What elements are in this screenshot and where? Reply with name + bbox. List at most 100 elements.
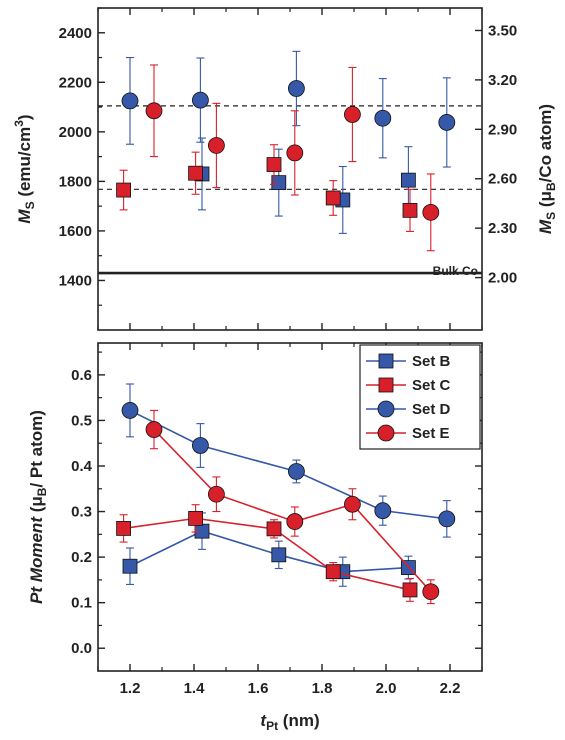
circle-marker (377, 400, 395, 418)
x-tick-label: 1.2 (120, 680, 141, 697)
square-marker (271, 547, 287, 563)
circle-marker (438, 510, 456, 528)
bottom-y-tick-label: 0.4 (71, 458, 93, 475)
x-tick-label: 1.8 (312, 680, 333, 697)
legend-entry: Set C (366, 377, 451, 394)
series-line (129, 530, 409, 573)
top-series-2 (121, 50, 456, 168)
square-marker (400, 172, 416, 188)
bottom-y-tick-label: 0.2 (71, 549, 92, 566)
circle-marker (191, 91, 209, 109)
bottom-y-tick-label: 0.0 (71, 640, 92, 657)
legend-label: Set D (412, 401, 451, 418)
x-tick-label: 2.2 (440, 680, 461, 697)
circle-marker (286, 513, 304, 530)
square-marker (188, 165, 204, 181)
bottom-panel: 0.00.10.20.30.40.50.61.2 1.4 1.6 1.8 2.0 2.2 … (27, 342, 483, 733)
top-y-axis-title: MS (emu/cm3) (12, 114, 37, 223)
x-title-main: t (260, 711, 267, 730)
legend-label: Set E (412, 425, 450, 442)
square-marker (325, 190, 341, 206)
bulk-co-label: Bulk Co (433, 264, 478, 278)
top-y-title-close: ) (15, 114, 34, 120)
bottom-ticks: 0.0 0.1 0.2 0.3 0.4 0.5 0.6 1.2 1.4 1.6 1.8 2.0 2.2 (71, 343, 483, 697)
top-panel: 1400 1600 1800 2000 2200 2400 2.00 2.30 2.60 2.90… (12, 7, 558, 331)
bottom-y-tick-label: 0.5 (71, 412, 92, 429)
right-title-rest: /Co atom) (536, 104, 555, 182)
series-set-d (121, 383, 456, 538)
top-y-title-sub: S (23, 201, 37, 209)
legend: Set B Set C Set D Set E (359, 344, 481, 450)
square-marker (122, 558, 138, 574)
top-right-tick-label: 3.20 (488, 72, 517, 89)
legend-label: Set B (412, 353, 451, 370)
circle-marker (207, 485, 225, 503)
top-y-tick-label: 1600 (59, 223, 92, 240)
top-right-axis-title: MS (μB/Co atom) (536, 104, 558, 234)
right-title-sub2: B (544, 182, 558, 191)
top-y-tick-label: 2400 (59, 25, 92, 42)
top-plot-frame (97, 7, 483, 331)
square-marker (116, 182, 131, 198)
circle-marker (438, 114, 456, 131)
circle-marker (374, 502, 392, 520)
square-marker (194, 523, 210, 539)
right-title-sub: S (544, 212, 558, 220)
circle-marker (374, 109, 392, 127)
circle-marker (286, 144, 304, 162)
circle-marker (377, 424, 395, 442)
x-tick-label: 1.4 (184, 680, 206, 697)
bottom-series (116, 383, 456, 605)
right-title-unit: (μ (536, 191, 555, 212)
circle-marker (145, 421, 163, 438)
top-y-tick-label: 1800 (59, 173, 92, 190)
top-right-tick-label: 2.00 (488, 270, 517, 287)
top-y-tick-label: 2000 (59, 124, 92, 141)
square-marker (402, 202, 418, 218)
x-title-sub: Pt (266, 719, 278, 733)
top-y-title-main: M (15, 209, 34, 224)
legend-entry: Set B (366, 353, 451, 370)
legend-label: Set C (412, 377, 451, 394)
bottom-y-title-main: Pt Moment (27, 516, 46, 604)
top-right-tick-label: 2.60 (488, 171, 517, 188)
series-set-e (145, 409, 440, 605)
circle-marker (191, 437, 209, 454)
circle-marker (287, 80, 305, 97)
circle-marker (207, 137, 225, 154)
top-right-tick-label: 2.90 (488, 121, 517, 138)
series-set-c (116, 504, 418, 602)
legend-entry: Set E (366, 424, 450, 442)
bottom-y-title-rest: / Pt atom) (27, 410, 46, 487)
square-marker (378, 377, 394, 393)
top-y-title-sup: 3 (12, 120, 26, 127)
top-right-tick-label: 2.30 (488, 220, 517, 237)
top-ticks: 1400 1600 1800 2000 2200 2400 2.00 2.30 2.60 2.90… (59, 7, 517, 330)
square-marker (266, 521, 282, 537)
top-series-3 (145, 64, 440, 252)
square-marker (271, 175, 287, 191)
square-marker (266, 157, 282, 172)
bottom-y-tick-label: 0.3 (71, 504, 92, 521)
square-marker (325, 564, 341, 580)
top-series (116, 50, 456, 252)
top-series-1 (116, 144, 418, 232)
right-title-main: M (536, 219, 555, 234)
circle-marker (287, 463, 305, 480)
x-tick-label: 1.6 (248, 680, 269, 697)
bottom-y-title-sub: B (35, 487, 49, 496)
bottom-y-tick-label: 0.1 (71, 595, 92, 612)
reference-lines (98, 105, 482, 275)
circle-marker (422, 203, 440, 221)
bottom-y-axis-title: Pt Moment (μB/ Pt atom) (27, 410, 49, 604)
bottom-y-title-unit: (μ (27, 496, 46, 517)
circle-marker (422, 583, 440, 601)
circle-marker (343, 106, 361, 123)
top-y-tick-label: 1400 (59, 272, 92, 289)
square-marker (402, 582, 418, 598)
top-y-title-unit: (emu/cm (15, 127, 34, 202)
top-right-tick-label: 3.50 (488, 22, 517, 39)
x-axis-title: tPt (nm) (260, 711, 319, 733)
square-marker (188, 510, 204, 526)
